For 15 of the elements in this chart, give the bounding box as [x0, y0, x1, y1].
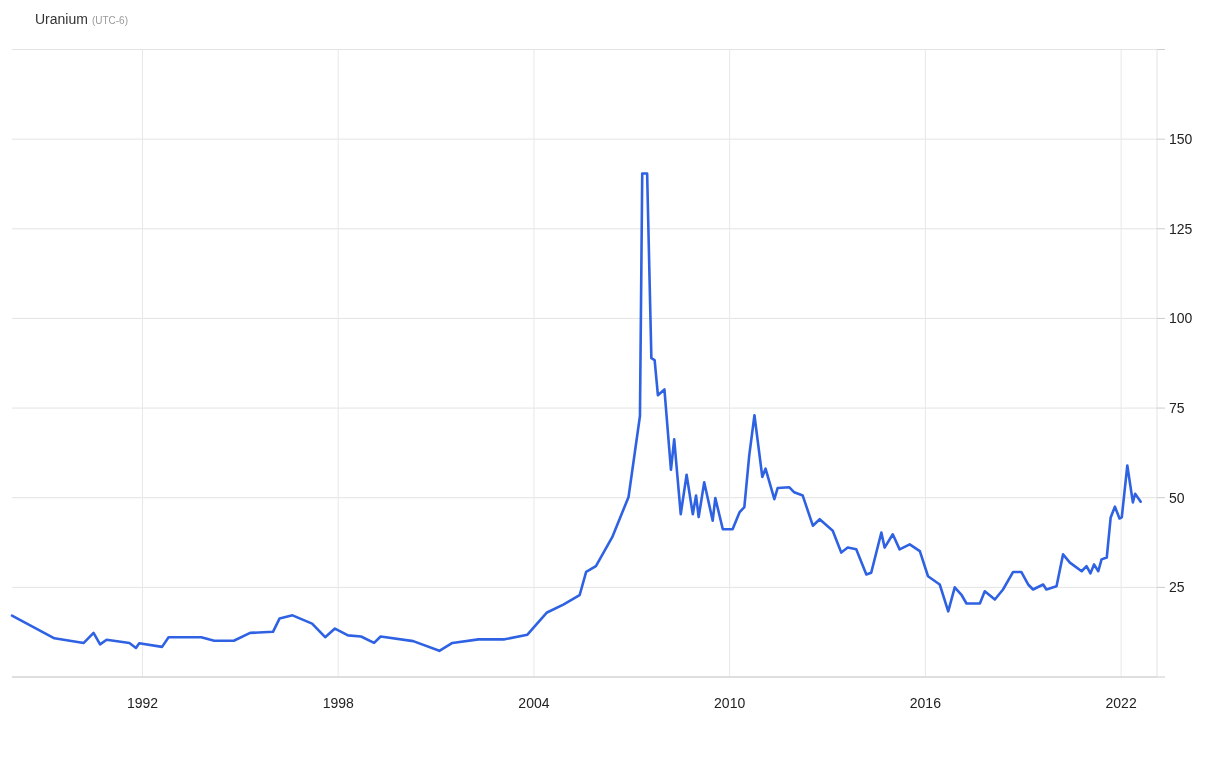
- x-tick-label: 2016: [909, 695, 942, 711]
- y-tick-label: 150: [1169, 131, 1193, 148]
- x-tick-label: 2010: [714, 695, 746, 711]
- line-series: [10, 172, 1142, 653]
- y-tick-label: 25: [1169, 579, 1185, 596]
- x-tick-label: 2004: [518, 695, 550, 711]
- y-tick-label: 50: [1169, 489, 1185, 506]
- chart-title: Uranium: [35, 11, 88, 27]
- y-tick-label: 125: [1169, 220, 1193, 237]
- x-tick-label: 1998: [322, 695, 354, 711]
- chart-subtitle: (UTC-6): [91, 15, 129, 26]
- x-tick-label: 1992: [126, 695, 159, 711]
- y-tick-label: 75: [1169, 399, 1185, 416]
- x-tick-label: 2022: [1105, 695, 1137, 711]
- y-tick-label: 100: [1169, 310, 1193, 327]
